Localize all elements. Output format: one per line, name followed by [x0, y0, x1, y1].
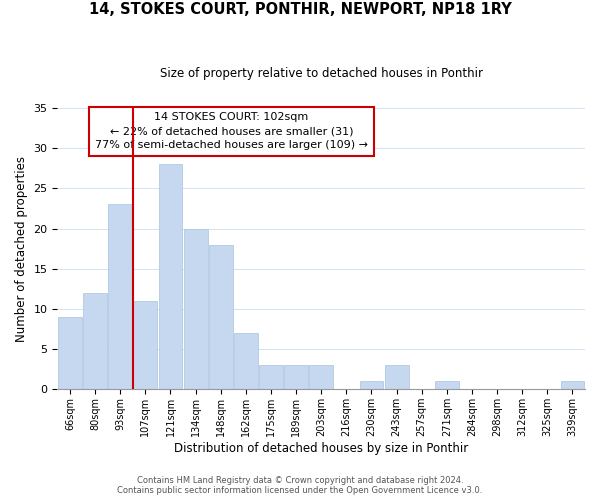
- Bar: [158, 164, 182, 390]
- Text: 14, STOKES COURT, PONTHIR, NEWPORT, NP18 1RY: 14, STOKES COURT, PONTHIR, NEWPORT, NP18…: [89, 2, 511, 18]
- Bar: [385, 365, 409, 390]
- Bar: [133, 301, 157, 390]
- Bar: [309, 365, 333, 390]
- Y-axis label: Number of detached properties: Number of detached properties: [15, 156, 28, 342]
- X-axis label: Distribution of detached houses by size in Ponthir: Distribution of detached houses by size …: [174, 442, 469, 455]
- Text: 14 STOKES COURT: 102sqm
← 22% of detached houses are smaller (31)
77% of semi-de: 14 STOKES COURT: 102sqm ← 22% of detache…: [95, 112, 368, 150]
- Bar: [83, 293, 107, 390]
- Bar: [359, 382, 383, 390]
- Bar: [259, 365, 283, 390]
- Bar: [58, 317, 82, 390]
- Bar: [108, 204, 132, 390]
- Bar: [435, 382, 459, 390]
- Bar: [184, 228, 208, 390]
- Title: Size of property relative to detached houses in Ponthir: Size of property relative to detached ho…: [160, 68, 483, 80]
- Bar: [560, 382, 584, 390]
- Text: Contains HM Land Registry data © Crown copyright and database right 2024.
Contai: Contains HM Land Registry data © Crown c…: [118, 476, 482, 495]
- Bar: [234, 333, 258, 390]
- Bar: [209, 244, 233, 390]
- Bar: [284, 365, 308, 390]
